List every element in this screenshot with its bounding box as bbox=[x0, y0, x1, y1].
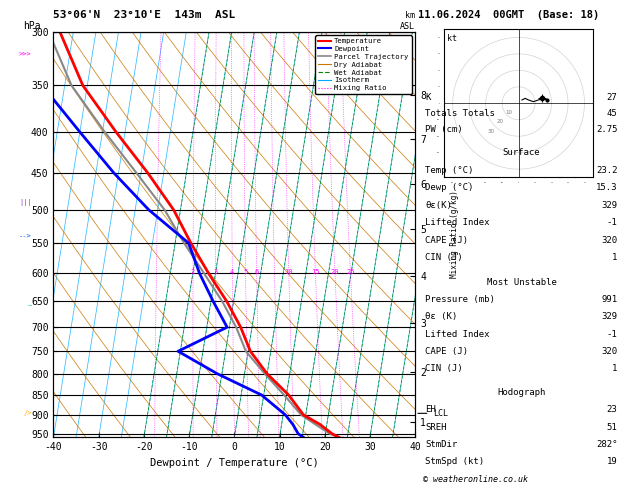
Text: 30: 30 bbox=[487, 129, 494, 134]
Text: -1: -1 bbox=[607, 218, 618, 227]
Legend: Temperature, Dewpoint, Parcel Trajectory, Dry Adiabat, Wet Adiabat, Isotherm, Mi: Temperature, Dewpoint, Parcel Trajectory… bbox=[316, 35, 411, 94]
Text: -->: --> bbox=[19, 234, 32, 240]
Text: 23.2: 23.2 bbox=[596, 166, 618, 175]
Text: 320: 320 bbox=[601, 347, 618, 356]
Text: 2.75: 2.75 bbox=[596, 125, 618, 134]
Text: © weatheronline.co.uk: © weatheronline.co.uk bbox=[423, 474, 528, 484]
Text: 1: 1 bbox=[612, 364, 618, 373]
Text: Totals Totals: Totals Totals bbox=[425, 109, 495, 118]
Text: StmSpd (kt): StmSpd (kt) bbox=[425, 457, 484, 466]
Text: 5: 5 bbox=[243, 269, 248, 275]
Text: CIN (J): CIN (J) bbox=[425, 253, 463, 262]
Text: 53°06'N  23°10'E  143m  ASL: 53°06'N 23°10'E 143m ASL bbox=[53, 10, 236, 20]
Text: Dewp (°C): Dewp (°C) bbox=[425, 183, 474, 192]
Text: 282°: 282° bbox=[596, 440, 618, 449]
Text: θε(K): θε(K) bbox=[425, 201, 452, 210]
Text: 19: 19 bbox=[607, 457, 618, 466]
Text: -1: -1 bbox=[607, 330, 618, 339]
Text: kt: kt bbox=[447, 34, 457, 43]
X-axis label: Dewpoint / Temperature (°C): Dewpoint / Temperature (°C) bbox=[150, 458, 319, 468]
Text: CIN (J): CIN (J) bbox=[425, 364, 463, 373]
Text: 45: 45 bbox=[607, 109, 618, 118]
Text: SREH: SREH bbox=[425, 422, 447, 432]
Text: hPa: hPa bbox=[23, 21, 40, 31]
Text: />: /> bbox=[23, 410, 32, 416]
Text: 320: 320 bbox=[601, 236, 618, 245]
Text: 20: 20 bbox=[331, 269, 339, 275]
Text: 23: 23 bbox=[607, 405, 618, 415]
Text: 4: 4 bbox=[230, 269, 235, 275]
Text: Temp (°C): Temp (°C) bbox=[425, 166, 474, 175]
Text: K: K bbox=[425, 92, 431, 102]
Text: LCL: LCL bbox=[433, 409, 448, 418]
Text: EH: EH bbox=[425, 405, 436, 415]
Text: Surface: Surface bbox=[503, 148, 540, 157]
Text: >>>: >>> bbox=[19, 51, 32, 57]
Text: Lifted Index: Lifted Index bbox=[425, 218, 490, 227]
Text: 3: 3 bbox=[213, 269, 218, 275]
Text: 329: 329 bbox=[601, 312, 618, 321]
Text: Lifted Index: Lifted Index bbox=[425, 330, 490, 339]
Text: Mixing Ratio (g/kg): Mixing Ratio (g/kg) bbox=[450, 191, 459, 278]
Text: 991: 991 bbox=[601, 295, 618, 304]
Text: CAPE (J): CAPE (J) bbox=[425, 347, 469, 356]
Text: CAPE (J): CAPE (J) bbox=[425, 236, 469, 245]
Text: StmDir: StmDir bbox=[425, 440, 458, 449]
Text: km
ASL: km ASL bbox=[400, 11, 415, 31]
Text: 25: 25 bbox=[346, 269, 355, 275]
Text: 10: 10 bbox=[506, 110, 513, 115]
Text: 11.06.2024  00GMT  (Base: 18): 11.06.2024 00GMT (Base: 18) bbox=[418, 10, 599, 20]
Text: 6: 6 bbox=[255, 269, 259, 275]
Text: 10: 10 bbox=[284, 269, 293, 275]
Text: Most Unstable: Most Unstable bbox=[486, 278, 557, 287]
Text: PW (cm): PW (cm) bbox=[425, 125, 463, 134]
Text: ~: ~ bbox=[28, 304, 32, 310]
Text: 51: 51 bbox=[607, 422, 618, 432]
Text: 20: 20 bbox=[496, 120, 503, 124]
Text: Pressure (mb): Pressure (mb) bbox=[425, 295, 495, 304]
Text: 2: 2 bbox=[191, 269, 195, 275]
Text: |||: ||| bbox=[19, 199, 32, 206]
Text: θε (K): θε (K) bbox=[425, 312, 458, 321]
Text: 15: 15 bbox=[311, 269, 320, 275]
Text: 27: 27 bbox=[607, 92, 618, 102]
Text: Hodograph: Hodograph bbox=[498, 388, 545, 398]
Text: 1: 1 bbox=[612, 253, 618, 262]
Text: 329: 329 bbox=[601, 201, 618, 210]
Text: 15.3: 15.3 bbox=[596, 183, 618, 192]
